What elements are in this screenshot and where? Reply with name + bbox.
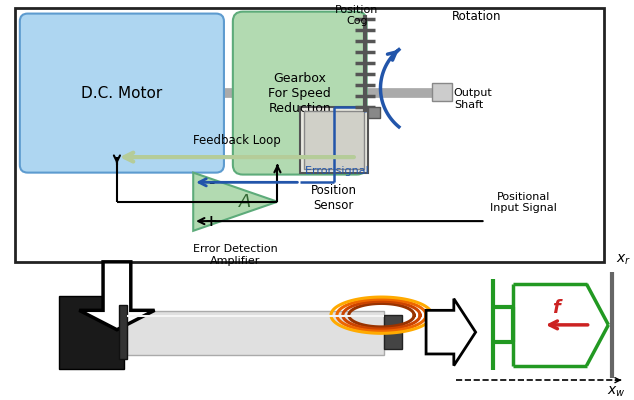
Bar xyxy=(301,107,368,173)
Text: Error Detection
Amplifier: Error Detection Amplifier xyxy=(193,244,278,266)
Text: $x_r$: $x_r$ xyxy=(616,252,631,267)
Bar xyxy=(368,107,380,118)
Text: Output
Shaft: Output Shaft xyxy=(454,88,493,110)
Bar xyxy=(15,8,604,262)
Bar xyxy=(127,311,384,355)
Text: Gearbox
For Speed
Reduction: Gearbox For Speed Reduction xyxy=(268,72,331,114)
Bar xyxy=(60,296,124,368)
Text: +: + xyxy=(205,214,217,229)
Polygon shape xyxy=(193,173,278,231)
Bar xyxy=(432,84,452,101)
FancyBboxPatch shape xyxy=(20,14,224,173)
Text: f: f xyxy=(552,299,560,317)
Text: Error signal: Error signal xyxy=(305,166,369,176)
Polygon shape xyxy=(426,299,476,366)
Text: Rotation: Rotation xyxy=(452,10,501,23)
Text: D.C. Motor: D.C. Motor xyxy=(81,86,162,100)
Bar xyxy=(304,110,364,169)
Text: $x_w$: $x_w$ xyxy=(607,385,626,400)
Text: Positional
Input Signal: Positional Input Signal xyxy=(491,192,557,213)
Polygon shape xyxy=(79,262,155,330)
Text: Position
Cog: Position Cog xyxy=(335,5,378,26)
Text: Position
Sensor: Position Sensor xyxy=(311,184,357,212)
Bar xyxy=(384,315,403,349)
Text: A: A xyxy=(239,193,252,211)
Text: -: - xyxy=(208,175,214,190)
Bar xyxy=(119,306,127,359)
Text: Feedback Loop: Feedback Loop xyxy=(193,134,281,148)
FancyBboxPatch shape xyxy=(233,12,366,174)
